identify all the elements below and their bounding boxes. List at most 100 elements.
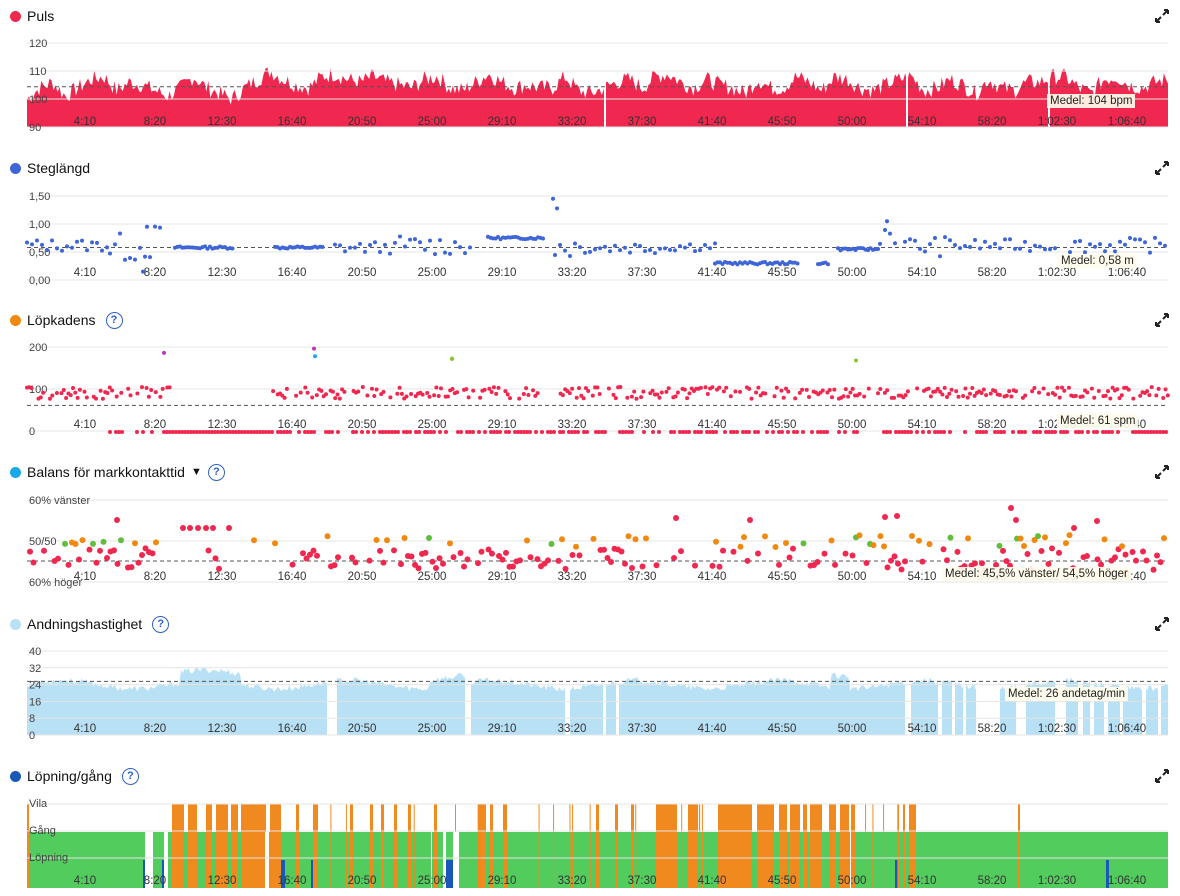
data-point	[93, 559, 100, 566]
data-point	[698, 385, 703, 390]
data-point	[80, 238, 84, 243]
data-point	[387, 430, 391, 434]
data-point	[1164, 430, 1168, 434]
data-gap	[1142, 651, 1146, 735]
data-point	[862, 394, 867, 399]
data-point	[696, 430, 700, 434]
data-point	[653, 562, 660, 569]
data-point	[713, 538, 719, 545]
data-point	[342, 389, 347, 394]
x-tick-label: 41:40	[698, 267, 727, 279]
data-point	[426, 430, 430, 434]
data-point	[928, 394, 933, 399]
data-point	[90, 540, 96, 547]
data-point	[545, 557, 551, 564]
rest-segment	[688, 804, 698, 888]
x-tick-label: 8:20	[144, 267, 166, 279]
expand-icon[interactable]	[1154, 160, 1170, 176]
expand-icon[interactable]	[1154, 312, 1170, 328]
data-point	[366, 557, 373, 564]
x-tick-label: 25:00	[418, 571, 447, 583]
data-point	[793, 396, 798, 401]
data-point	[943, 235, 947, 240]
rest-segment	[660, 804, 662, 888]
x-tick-label: 37:30	[628, 267, 657, 279]
data-point	[611, 392, 616, 397]
rest-segment	[903, 804, 905, 888]
x-tick-label: 20:50	[348, 116, 377, 128]
data-point	[970, 386, 975, 391]
data-point	[372, 393, 377, 398]
data-point	[657, 430, 661, 434]
data-point	[795, 430, 799, 434]
data-point	[940, 392, 945, 397]
data-point	[650, 388, 655, 393]
expand-icon[interactable]	[1154, 768, 1170, 784]
x-tick-label: 33:20	[558, 571, 587, 583]
data-point	[684, 430, 688, 434]
x-tick-label: 8:20	[144, 723, 166, 735]
data-point	[779, 388, 784, 393]
help-icon[interactable]: ?	[207, 463, 225, 481]
expand-icon[interactable]	[1154, 464, 1170, 480]
expand-icon[interactable]	[1154, 616, 1170, 632]
steglangd-legend-dot	[10, 162, 21, 174]
data-point	[892, 395, 897, 400]
data-point	[1021, 542, 1027, 549]
help-icon[interactable]: ?	[121, 767, 139, 785]
data-point	[570, 430, 574, 434]
lopkadens-panel: 200 100 0 4:10 8:20 12:30 16:40 20:50 25:00 29:10…	[0, 304, 1180, 456]
data-point	[534, 556, 541, 563]
data-point	[608, 249, 612, 254]
data-point	[754, 390, 759, 395]
data-point	[306, 430, 310, 434]
x-tick-label: 16:40	[278, 723, 307, 735]
lopning-title: Löpning/gång ?	[10, 766, 139, 786]
data-point	[618, 384, 623, 389]
x-tick-label: 54:10	[908, 267, 937, 279]
data-point	[792, 430, 796, 434]
balans-title-text[interactable]: Balans för markkontakttid	[27, 464, 185, 480]
help-icon[interactable]: ?	[152, 615, 170, 633]
data-point	[149, 550, 156, 557]
data-point	[356, 389, 361, 394]
data-point	[432, 393, 437, 398]
data-point	[1008, 505, 1014, 511]
data-point	[1148, 250, 1152, 255]
data-point	[204, 430, 208, 434]
data-point	[461, 563, 467, 570]
data-point	[583, 386, 588, 391]
data-point	[243, 430, 247, 434]
rest-segment	[872, 804, 874, 888]
data-point	[546, 430, 550, 434]
data-point	[41, 390, 46, 395]
data-point	[174, 430, 178, 434]
x-tick-label: 20:50	[348, 419, 377, 431]
x-tick-label: 54:10	[908, 419, 937, 431]
data-point	[207, 430, 211, 434]
data-point	[231, 430, 235, 434]
data-point	[79, 537, 86, 544]
data-point	[1116, 430, 1120, 434]
data-point	[198, 430, 202, 434]
data-point	[639, 395, 644, 400]
data-point	[41, 547, 47, 554]
caret-down-icon[interactable]: ▼	[190, 466, 202, 478]
data-point	[381, 389, 386, 394]
data-point	[1073, 393, 1078, 398]
running-segment	[446, 860, 455, 888]
data-point	[729, 430, 733, 434]
expand-icon[interactable]	[1154, 8, 1170, 24]
rest-segment	[851, 804, 855, 888]
data-point	[139, 551, 145, 558]
data-point	[559, 536, 565, 543]
help-icon[interactable]: ?	[105, 311, 123, 329]
data-point	[171, 430, 175, 434]
data-point	[1156, 386, 1161, 391]
data-point	[903, 239, 907, 244]
data-gap	[431, 832, 432, 888]
data-point	[246, 430, 250, 434]
data-point	[588, 249, 592, 254]
x-tick-label: 16:40	[278, 875, 307, 887]
